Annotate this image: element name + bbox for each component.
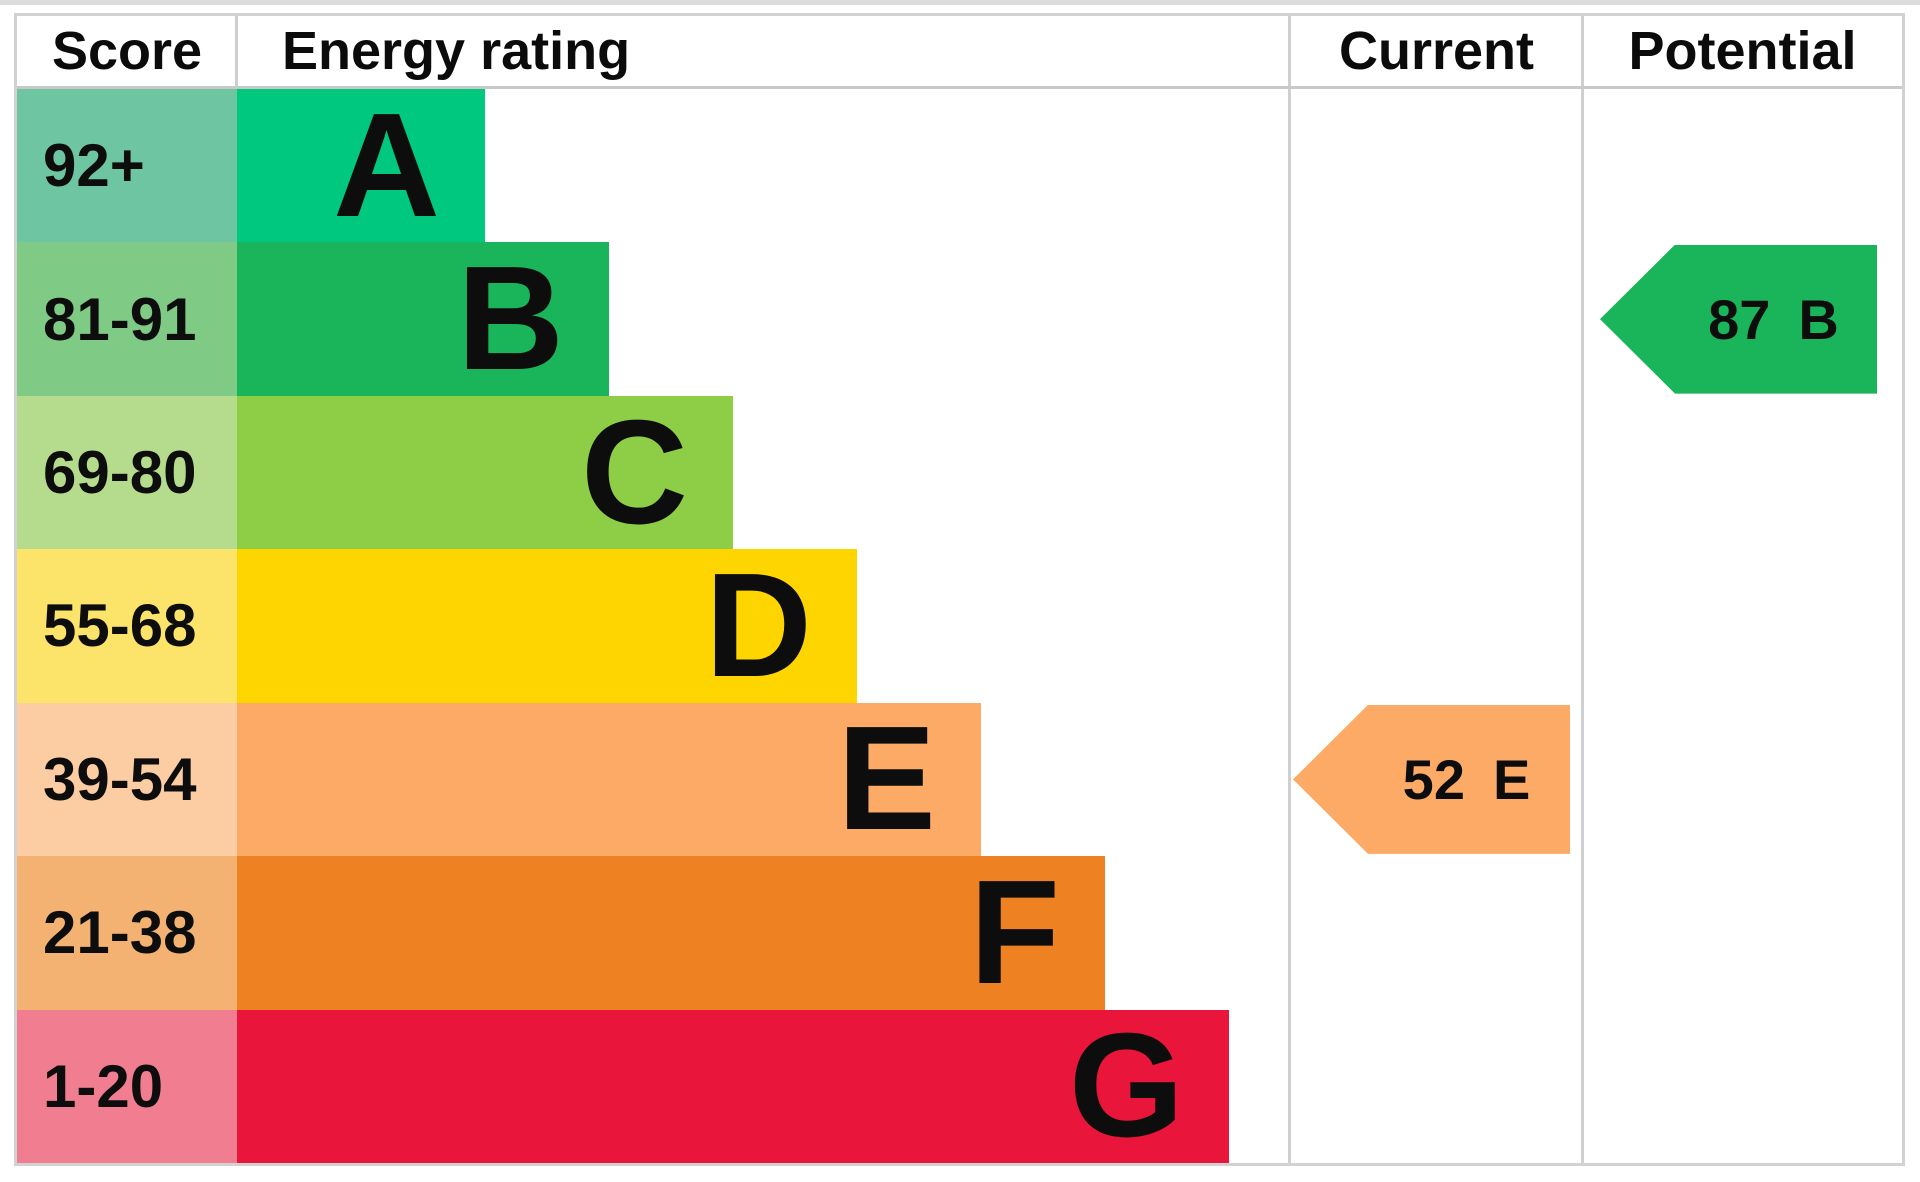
band-letter: B [457,236,564,402]
column-divider-potential [1581,16,1584,1163]
band-row-b: 81-91 B [17,236,1902,402]
band-row-a: 92+ A [17,82,1902,248]
score-range-label: 92+ [43,132,145,200]
band-row-f: 21-38 F [17,849,1902,1015]
header-score: Score [51,21,203,81]
score-range-label: 39-54 [43,745,197,813]
band-letter: A [333,82,440,248]
score-range-cell: 1-20 [17,1009,237,1163]
header-current: Current [1338,21,1534,81]
band-letter: E [837,696,936,862]
header-potential: Potential [1628,21,1857,81]
band-row-e: 39-54 E [17,696,1902,862]
band-bar: E [237,696,981,862]
score-range-cell: 39-54 [17,702,237,857]
score-range-cell: 69-80 [17,395,237,550]
potential-rating-label: 87 B [1708,287,1839,351]
current-rating-label: 52 E [1402,747,1531,811]
header-energy-rating: Energy rating [282,21,631,81]
band-row-g: 1-20 G [17,1003,1902,1169]
band-bar: F [237,849,1105,1015]
score-range-label: 1-20 [43,1052,164,1120]
column-divider-score [235,16,238,86]
band-rows: 92+ A 81-91 B 69-80 C 55-68 D 39-54 [17,89,1902,1163]
header-separator-line [17,86,1902,89]
page-top-border [0,0,1920,5]
band-row-c: 69-80 C [17,389,1902,555]
band-bar: D [237,542,857,708]
band-bar: B [237,236,609,402]
band-bar: G [237,1003,1229,1169]
score-range-label: 69-80 [43,439,197,507]
epc-rating-table: Score Energy rating Current Potential 92… [14,13,1905,1166]
band-row-d: 55-68 D [17,542,1902,708]
band-bar: C [237,389,733,555]
score-range-cell: 81-91 [17,242,237,396]
score-range-cell: 92+ [17,89,237,243]
score-range-cell: 55-68 [17,549,237,703]
score-range-label: 81-91 [43,285,197,353]
band-letter: G [1068,1003,1184,1169]
column-divider-current [1288,16,1291,1163]
band-bar: A [237,82,485,248]
score-range-cell: 21-38 [17,856,237,1010]
score-range-label: 21-38 [43,899,197,967]
band-letter: F [969,849,1060,1015]
band-letter: D [705,542,812,708]
score-range-label: 55-68 [43,592,197,660]
band-letter: C [581,389,688,555]
